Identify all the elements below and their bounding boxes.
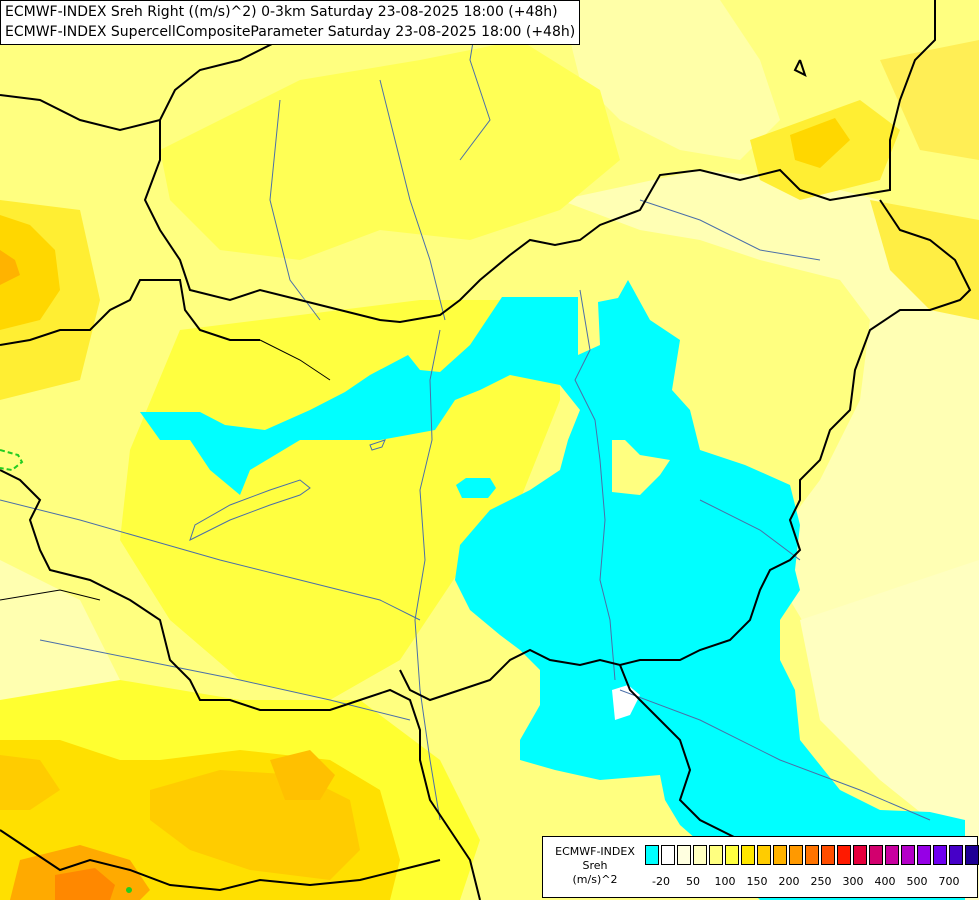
lake-small bbox=[369, 439, 386, 451]
title-scp: ECMWF-INDEX SupercellCompositeParameter … bbox=[5, 24, 576, 40]
legend-tick-label: 100 bbox=[714, 875, 736, 888]
border-thin-1 bbox=[119, 119, 161, 131]
legend-swatches bbox=[645, 845, 979, 865]
border-sw bbox=[0, 469, 481, 900]
map-title-box: ECMWF-INDEX Sreh Right ((m/s)^2) 0-3km S… bbox=[0, 0, 581, 45]
low-shear-region-main bbox=[140, 280, 965, 900]
legend-swatch bbox=[756, 845, 772, 865]
legend-swatch bbox=[868, 845, 884, 865]
legend-title: ECMWF-INDEX Sreh (m/s)^2 bbox=[547, 845, 643, 887]
border-north-2 bbox=[143, 0, 936, 324]
legend-swatch bbox=[948, 845, 964, 865]
yellow-band-north bbox=[160, 40, 620, 260]
pale-region-n bbox=[560, 0, 780, 160]
river-east bbox=[574, 289, 616, 681]
legend-swatch bbox=[692, 845, 708, 865]
river-tributary-2 bbox=[379, 79, 446, 321]
lake-balaton bbox=[189, 479, 311, 541]
gold-patch-ne bbox=[790, 118, 850, 168]
river-sw bbox=[39, 639, 411, 721]
legend-variable: Sreh bbox=[582, 859, 608, 872]
river-tributary-1 bbox=[269, 99, 321, 321]
legend-tick-label: 300 bbox=[842, 875, 864, 888]
border-thin-2 bbox=[0, 589, 101, 601]
river-tributary-3 bbox=[639, 199, 821, 261]
border-south-2 bbox=[619, 664, 771, 861]
legend-tick-label: 150 bbox=[746, 875, 768, 888]
legend-tick-label: 200 bbox=[778, 875, 800, 888]
legend-swatch bbox=[645, 845, 660, 865]
legend-swatch bbox=[964, 845, 979, 865]
legend-swatch bbox=[916, 845, 932, 865]
legend-swatch bbox=[804, 845, 820, 865]
legend-swatch bbox=[740, 845, 756, 865]
legend-swatch bbox=[772, 845, 788, 865]
color-legend: ECMWF-INDEX Sreh (m/s)^2 -20 50 100 150 200 2… bbox=[542, 836, 979, 898]
border-west bbox=[0, 279, 260, 346]
low-shear-region-small bbox=[456, 478, 496, 498]
deep-gold-patch-sw2 bbox=[0, 755, 60, 810]
legend-swatch bbox=[708, 845, 724, 865]
river-main bbox=[414, 329, 441, 821]
orange-patch-west bbox=[0, 250, 20, 285]
legend-tick-label: 500 bbox=[906, 875, 928, 888]
legend-swatch bbox=[660, 845, 676, 865]
legend-model: ECMWF-INDEX bbox=[555, 845, 635, 858]
legend-swatch bbox=[724, 845, 740, 865]
high-shear-hole-1 bbox=[612, 440, 670, 495]
pale-region-w bbox=[0, 560, 120, 720]
legend-tick-label: -20 bbox=[652, 875, 670, 888]
scp-marker-south bbox=[126, 887, 132, 893]
legend-tick-label: 50 bbox=[686, 875, 700, 888]
legend-swatch bbox=[884, 845, 900, 865]
legend-ticks: -20 50 100 150 200 250 300 400 500 700 bbox=[645, 875, 975, 891]
border-ne-loop bbox=[793, 59, 807, 77]
legend-swatch bbox=[932, 845, 948, 865]
legend-swatch bbox=[836, 845, 852, 865]
title-sreh: ECMWF-INDEX Sreh Right ((m/s)^2) 0-3km S… bbox=[5, 4, 558, 20]
legend-swatch bbox=[852, 845, 868, 865]
river-tributary-4 bbox=[699, 499, 801, 561]
yellow-band-east bbox=[880, 40, 979, 160]
legend-tick-label: 400 bbox=[874, 875, 896, 888]
dark-orange-patch-sw bbox=[55, 868, 115, 900]
river-se bbox=[619, 689, 931, 821]
gold-patch-west bbox=[0, 215, 60, 330]
border-east bbox=[399, 199, 972, 702]
legend-swatch bbox=[820, 845, 836, 865]
border-south-1 bbox=[0, 829, 441, 892]
yellow-band-right bbox=[870, 200, 979, 320]
border-thin-3 bbox=[259, 339, 331, 381]
legend-swatch bbox=[788, 845, 804, 865]
legend-swatch bbox=[676, 845, 692, 865]
river-west bbox=[0, 499, 421, 621]
legend-unit: (m/s)^2 bbox=[572, 873, 618, 886]
legend-swatch bbox=[900, 845, 916, 865]
legend-tick-label: 250 bbox=[810, 875, 832, 888]
legend-tick-label: 700 bbox=[938, 875, 960, 888]
scp-contour-west bbox=[0, 449, 24, 472]
pale-region-ne bbox=[560, 170, 979, 650]
gold-patch-s bbox=[270, 750, 335, 800]
region-borders bbox=[0, 119, 331, 601]
